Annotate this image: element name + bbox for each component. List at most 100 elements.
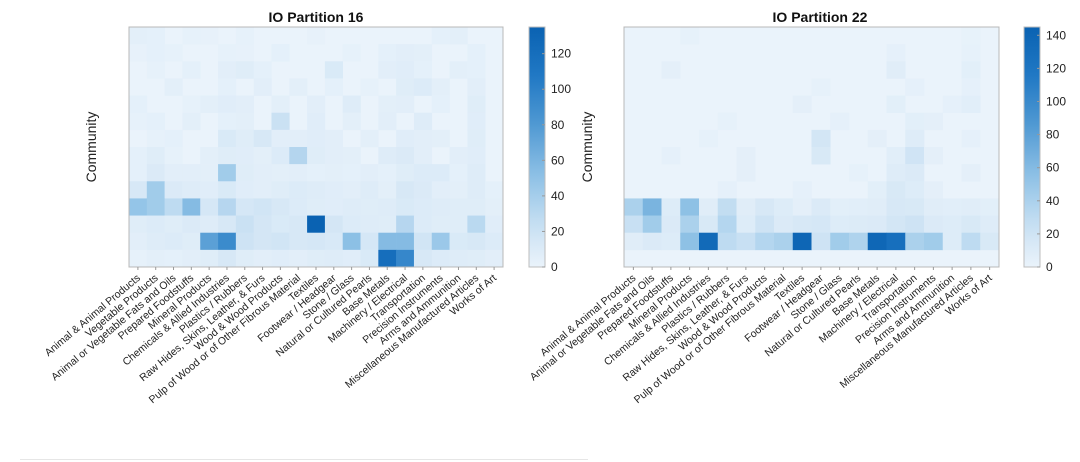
- heatmap-cells-2: [624, 27, 1000, 267]
- heatmap-cell: [200, 249, 219, 268]
- heatmap-cell: [736, 198, 756, 216]
- heatmap-cell: [717, 112, 737, 131]
- heatmap-cell: [467, 198, 486, 216]
- heatmap-cell: [289, 215, 308, 234]
- heatmap-cell: [271, 232, 290, 251]
- heatmap-cell: [342, 147, 361, 165]
- heatmap-cell: [811, 215, 831, 234]
- heatmap-cell: [792, 198, 812, 216]
- heatmap-cell: [661, 198, 681, 216]
- heatmap-cell: [886, 198, 906, 216]
- colorbar-tick-label: 80: [551, 118, 565, 132]
- heatmap-cell: [182, 95, 201, 114]
- heatmap-cell: [961, 95, 981, 114]
- heatmap-cell: [218, 112, 237, 131]
- heatmap-cell: [905, 147, 925, 165]
- heatmap-cell: [218, 198, 237, 216]
- heatmap-cell: [253, 147, 272, 165]
- heatmap-cell: [164, 232, 183, 251]
- heatmap-cell: [200, 198, 219, 216]
- heatmap-cell: [271, 129, 290, 148]
- heatmap-cell: [378, 147, 397, 165]
- heatmap-cell: [271, 215, 290, 234]
- colorbar-tick-label: 40: [551, 189, 565, 203]
- heatmap-cell: [924, 232, 944, 251]
- heatmap-cell: [980, 215, 1000, 234]
- heatmap-cell: [467, 129, 486, 148]
- heatmap-cell: [235, 61, 254, 79]
- heatmap-cell: [324, 215, 344, 234]
- heatmap-cell: [396, 147, 415, 165]
- heatmap-cell: [218, 44, 237, 62]
- heatmap-cell: [129, 215, 148, 234]
- colorbar-tick-label: 20: [1046, 227, 1060, 241]
- colorbar-tick-label: 120: [551, 47, 571, 61]
- heatmap-cell: [164, 78, 183, 96]
- colorbar-tick-label: 0: [1046, 260, 1053, 274]
- heatmap-cell: [886, 61, 906, 79]
- heatmap-cell: [736, 215, 756, 234]
- heatmap-cell: [218, 249, 237, 268]
- heatmap-cell: [307, 232, 326, 251]
- heatmap-cell: [164, 44, 183, 62]
- heatmap-cell: [200, 147, 219, 165]
- heatmap-cell: [431, 129, 450, 148]
- heatmap-cell: [905, 164, 925, 182]
- heatmap-cell: [924, 112, 944, 131]
- heatmap-cell: [253, 61, 272, 79]
- heatmap-cell: [342, 44, 361, 62]
- heatmap-cell: [378, 112, 397, 131]
- heatmap-cell: [624, 215, 644, 234]
- heatmap-cell: [378, 215, 397, 234]
- chart-title-1: IO Partition 16: [269, 9, 364, 25]
- heatmap-cell: [235, 95, 254, 114]
- heatmap-cell: [624, 232, 644, 251]
- heatmap-cell: [146, 112, 165, 131]
- heatmap-cell: [378, 198, 397, 216]
- colorbar-tick-label: 20: [551, 224, 565, 238]
- heatmap-cell: [449, 27, 468, 45]
- heatmap-cell: [449, 61, 468, 79]
- colorbar-tick-label: 60: [1046, 161, 1060, 175]
- heatmap-cells-1: [129, 27, 504, 268]
- heatmap-cell: [886, 95, 906, 114]
- heatmap-cell: [642, 232, 662, 251]
- heatmap-cell: [905, 129, 925, 148]
- heatmap-cell: [774, 198, 794, 216]
- heatmap-cell: [129, 44, 148, 62]
- heatmap-cell: [360, 129, 379, 148]
- heatmap-cell: [342, 198, 361, 216]
- heatmap-cell: [129, 164, 148, 182]
- heatmap-cell: [717, 232, 737, 251]
- heatmap-cell: [886, 181, 906, 199]
- heatmap-cell: [235, 198, 254, 216]
- heatmap-cell: [942, 198, 962, 216]
- panel-io-partition-22: IO Partition 22 Community Animal & Anima…: [528, 9, 1067, 406]
- heatmap-cell: [360, 78, 379, 96]
- heatmap-cell: [413, 232, 433, 251]
- heatmap-cell: [342, 215, 361, 234]
- heatmap-cell: [886, 147, 906, 165]
- heatmap-cell: [792, 181, 812, 199]
- heatmap-cell: [129, 232, 148, 251]
- heatmap-cell: [830, 215, 850, 234]
- heatmap-cell: [360, 215, 379, 234]
- heatmap-cell: [129, 112, 148, 131]
- bottom-divider: [20, 459, 588, 460]
- heatmap-cell: [235, 215, 254, 234]
- heatmap-cell: [235, 164, 254, 182]
- heatmap-cell: [324, 78, 344, 96]
- heatmap-cell: [271, 44, 290, 62]
- heatmap-cell: [467, 95, 486, 114]
- colorbar-tick-label: 80: [1046, 128, 1060, 142]
- heatmap-cell: [431, 181, 450, 199]
- colorbar-frame: [1023, 26, 1041, 268]
- heatmap-cell: [431, 164, 450, 182]
- heatmap-cell: [980, 198, 1000, 216]
- heatmap-cell: [680, 232, 700, 251]
- heatmap-cell: [307, 164, 326, 182]
- heatmap-cell: [253, 249, 272, 268]
- heatmap-cell: [680, 27, 700, 45]
- heatmap-cell: [980, 232, 1000, 251]
